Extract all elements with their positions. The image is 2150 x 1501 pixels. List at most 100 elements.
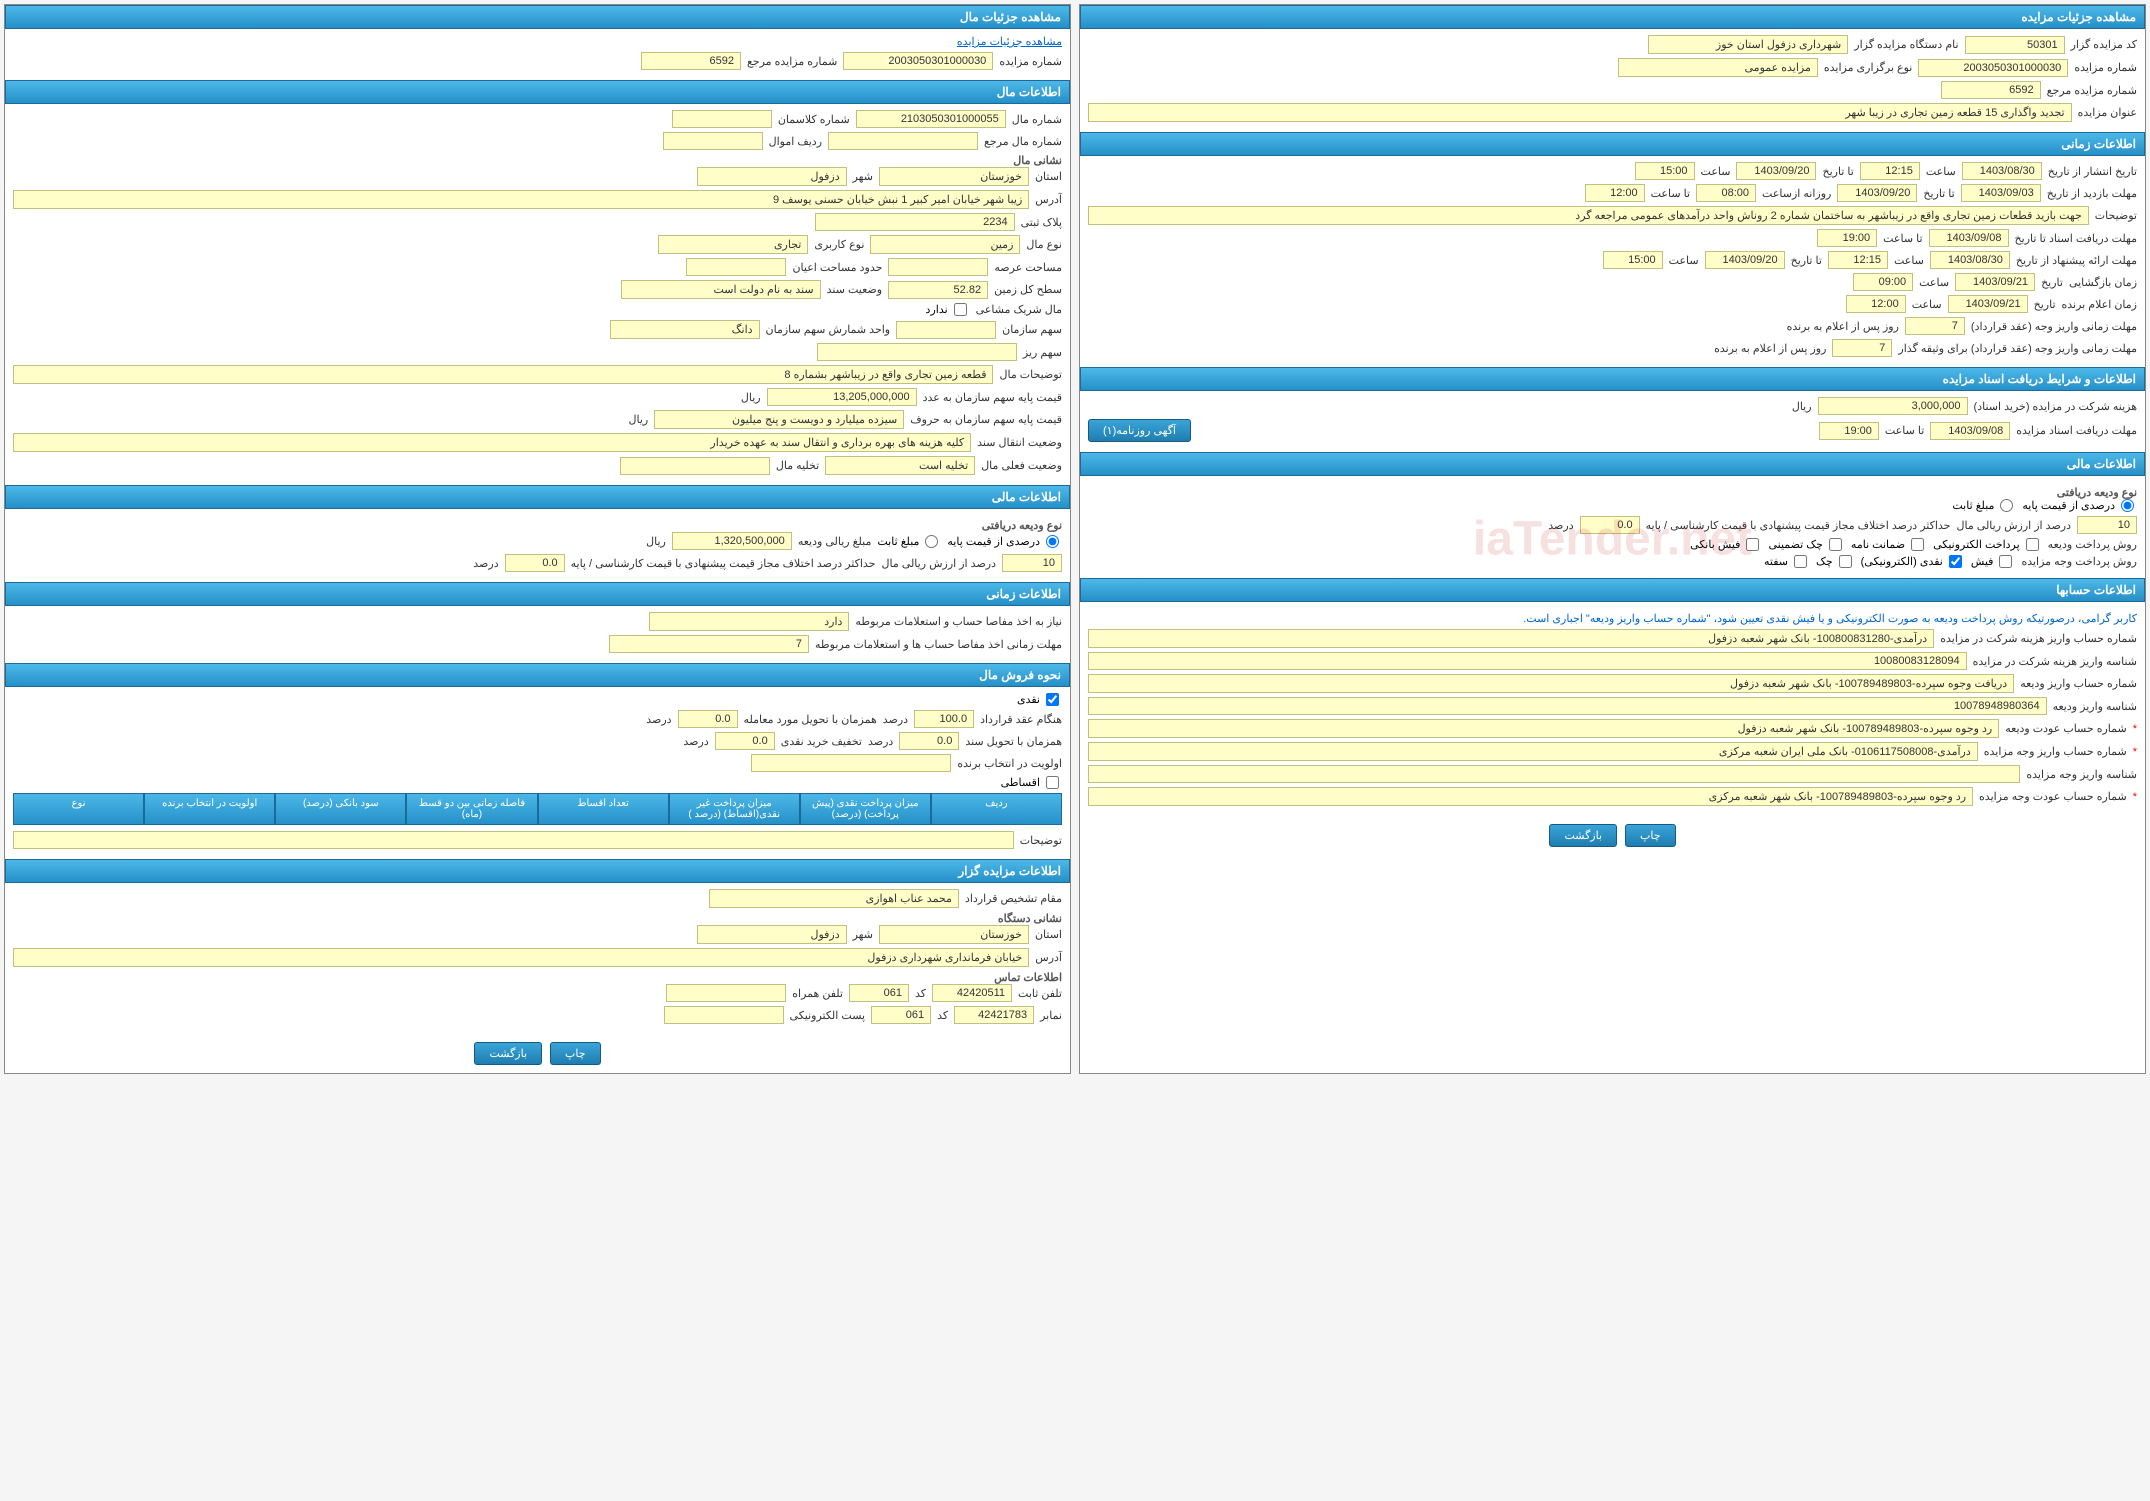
field-prop-ref	[828, 132, 978, 150]
field-acc3: دریافت وجوه سپرده-100789489803- بانک شهر…	[1088, 674, 2014, 693]
chk-check[interactable]: چک	[1816, 555, 1855, 568]
field-pub-from-date: 1403/08/30	[1962, 162, 2042, 180]
label: درصد	[868, 735, 893, 748]
back-button[interactable]: بازگشت	[1549, 824, 1617, 847]
field-open-time: 09:00	[1853, 273, 1913, 291]
chk-bankslip[interactable]: فیش بانکی	[1690, 538, 1762, 551]
chk-electronic[interactable]: پرداخت الکترونیکی	[1933, 538, 2042, 551]
field-winner-date: 1403/09/21	[1948, 295, 2028, 313]
label: شماره حساب واریز هزینه شرکت در مزایده	[1940, 632, 2137, 645]
field-acc5: رد وجوه سپرده-100789489803- بانک شهر شعب…	[1088, 719, 1999, 738]
radio-percent2[interactable]: درصدی از قیمت پایه	[947, 535, 1062, 548]
section-sale-header: نحوه فروش مال	[5, 663, 1070, 687]
label: تخلیه مال	[776, 459, 819, 472]
contact-label: اطلاعات تماس	[13, 971, 1062, 984]
field-detail-share	[817, 343, 1017, 361]
field-ref2: 6592	[641, 52, 741, 70]
label: مقام تشخیص قرارداد	[965, 892, 1062, 905]
print-button2[interactable]: چاپ	[550, 1042, 601, 1065]
view-auction-link[interactable]: مشاهده جزئیات مزایده	[957, 35, 1062, 48]
label: کد	[937, 1009, 948, 1022]
label: شماره مزایده	[2074, 61, 2137, 74]
radio-percent[interactable]: درصدی از قیمت پایه	[2022, 499, 2137, 512]
label: ریال	[629, 413, 649, 426]
address-label: نشانی مال	[13, 154, 1062, 167]
field-transfer-status: کلیه هزینه های بهره برداری و انتقال سند …	[13, 433, 971, 452]
label: درصد	[473, 557, 498, 570]
radio-fixed[interactable]: مبلغ ثابت	[1952, 499, 2016, 512]
field-phone: 42420511	[932, 984, 1012, 1002]
field-plaque: 2234	[815, 213, 1015, 231]
deposit-type2-label: نوع ودیعه دریافتی	[13, 519, 1062, 532]
label: حداکثر درصد اختلاف مجاز قیمت پیشنهادی با…	[571, 557, 876, 570]
label: ساعت	[1912, 298, 1942, 311]
label: درصد از ارزش ریالی مال	[881, 557, 996, 570]
label: نوع مال	[1026, 238, 1062, 251]
field-on-deed: 0.0	[899, 732, 959, 750]
label: مهلت دریافت اسناد مزایده	[2016, 424, 2137, 437]
chk-cash-electronic[interactable]: نقدی (الکترونیکی)	[1861, 555, 1965, 568]
field-acc6: درآمدی-0106117508008- بانک ملی ایران شعب…	[1088, 742, 1978, 761]
radio-fixed2[interactable]: مبلغ ثابت	[877, 535, 941, 548]
chk-promissory[interactable]: سفته	[1764, 555, 1810, 568]
label: هزینه شرکت در مزایده (خرید اسناد)	[1974, 400, 2137, 413]
field-prop-notes: قطعه زمین تجاری واقع در زیباشهر بشماره 8	[13, 365, 993, 384]
label: شماره حساب عودت ودیعه	[2005, 722, 2126, 735]
field-doc-deadline-time: 19:00	[1817, 229, 1877, 247]
field-pub-to-time: 15:00	[1635, 162, 1695, 180]
label: مهلت زمانی واریز وجه (عقد قرارداد)	[1971, 320, 2137, 333]
label: شماره مزایده مرجع	[747, 55, 837, 68]
section-accounts-header: اطلاعات حسابها	[1080, 578, 2145, 602]
field-acc8: رد وجوه سپرده-100789489803- بانک شهر شعب…	[1088, 787, 1973, 806]
field-fax: 42421783	[954, 1006, 1034, 1024]
field-offer-from-time: 12:15	[1828, 251, 1888, 269]
field-area	[888, 258, 988, 276]
back-button2[interactable]: بازگشت	[474, 1042, 542, 1065]
field-pay-deadline: 7	[1905, 317, 1965, 335]
chk-certified[interactable]: چک تضمینی	[1768, 538, 1844, 551]
field-auction-type: مزایده عمومی	[1618, 58, 1818, 77]
property-details-panel: مشاهده جزئیات مال مشاهده جزئیات مزایده ش…	[4, 4, 1071, 1074]
chk-guarantee[interactable]: ضمانت نامه	[1851, 538, 1927, 551]
field-acc7	[1088, 765, 2020, 783]
field-asset-row	[663, 132, 763, 150]
label: تا تاریخ	[1923, 187, 1954, 200]
field-open-date: 1403/09/21	[1955, 273, 2035, 291]
field-share-unit: دانگ	[610, 320, 760, 339]
label: شناسه واریز وجه مزایده	[2026, 768, 2137, 781]
label: شماره حساب عودت وجه مزایده	[1979, 790, 2127, 803]
label: شناسه واریز ودیعه	[2053, 700, 2137, 713]
section-time2-header: اطلاعات زمانی	[5, 582, 1070, 606]
label: شماره مزایده مرجع	[2047, 84, 2137, 97]
chk-shared[interactable]: ندارد	[926, 303, 970, 316]
field-city: دزفول	[697, 167, 847, 186]
section-finance-header: اطلاعات مالی	[1080, 452, 2145, 476]
label: سهم ریز	[1023, 346, 1062, 359]
field-province: خوزستان	[879, 167, 1029, 186]
field-offer-to-date: 1403/09/20	[1705, 251, 1785, 269]
field-ref-num: 6592	[1941, 81, 2041, 99]
label: کد مزایده گزار	[2071, 38, 2137, 51]
label: روز پس از اعلام به برنده	[1787, 320, 1899, 333]
chk-fish[interactable]: فیش	[1971, 555, 2016, 568]
label: نوع برگزاری مزایده	[1824, 61, 1912, 74]
field-total-land: 52.82	[888, 281, 988, 299]
label: کد	[915, 987, 926, 1000]
field-auction-num2: 2003050301000030	[843, 52, 993, 70]
label: روزانه ازساعت	[1762, 187, 1831, 200]
field-priority	[751, 754, 951, 772]
label: نام دستگاه مزایده گزار	[1854, 38, 1958, 51]
field-deposit-amount: 1,320,500,000	[672, 532, 792, 550]
newspaper-ad-button[interactable]: آگهی روزنامه(۱)	[1088, 419, 1191, 442]
label: نوع کاربری	[814, 238, 864, 251]
field-mobile	[666, 984, 786, 1002]
field-offer-from-date: 1403/08/30	[1930, 251, 2010, 269]
field-winner-time: 12:00	[1846, 295, 1906, 313]
print-button[interactable]: چاپ	[1625, 824, 1676, 847]
chk-installment[interactable]: اقساطی	[1001, 776, 1062, 789]
label: مهلت دریافت اسناد تا تاریخ	[2015, 232, 2137, 245]
field-max-diff2: 0.0	[505, 554, 565, 572]
label: ریال	[646, 535, 666, 548]
chk-cash[interactable]: نقدی	[1017, 693, 1062, 706]
field-max-diff: 0.0	[1580, 516, 1640, 534]
